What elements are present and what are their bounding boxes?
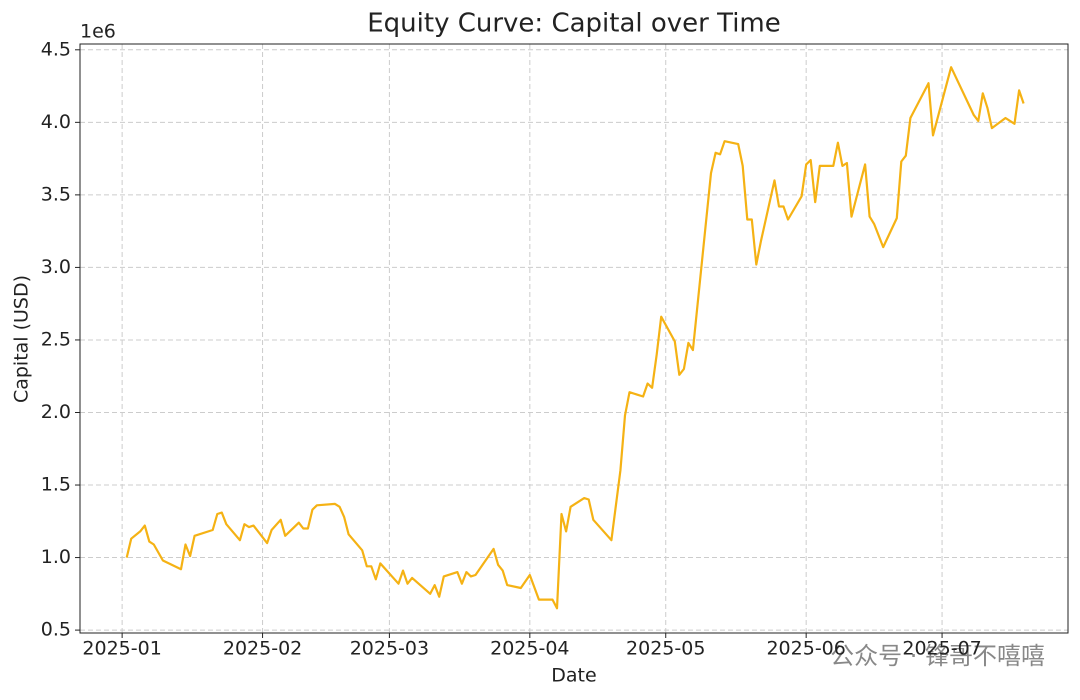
y-offset-label: 1e6	[80, 21, 116, 43]
x-tick-label: 2025-05	[626, 638, 705, 660]
y-tick-label: 0.5	[41, 619, 71, 641]
y-tick-label: 4.0	[41, 111, 71, 133]
x-tick-label: 2025-07	[902, 638, 981, 660]
watermark: 公众号 · 锋哥不嘻嘻	[830, 642, 1045, 670]
line-series	[125, 66, 1025, 610]
y-tick-label: 1.5	[41, 474, 71, 496]
y-tick-label: 3.5	[41, 183, 71, 205]
x-tick-label: 2025-02	[223, 638, 302, 660]
x-axis-label: Date	[551, 665, 596, 687]
y-axis-label: Capital (USD)	[11, 275, 33, 403]
x-tick-label: 2025-01	[82, 638, 161, 660]
y-tick-label: 4.5	[41, 38, 71, 60]
x-tick-label: 2025-06	[766, 638, 845, 660]
plot-frame	[79, 43, 1069, 634]
chart-title: Equity Curve: Capital over Time	[367, 9, 781, 39]
x-tick-label: 2025-04	[490, 638, 569, 660]
y-tick-label: 2.5	[41, 328, 71, 350]
y-tick-label: 2.0	[41, 401, 71, 423]
x-tick-label: 2025-03	[350, 638, 429, 660]
y-tick-label: 3.0	[41, 256, 71, 278]
y-tick-label: 1.0	[41, 546, 71, 568]
